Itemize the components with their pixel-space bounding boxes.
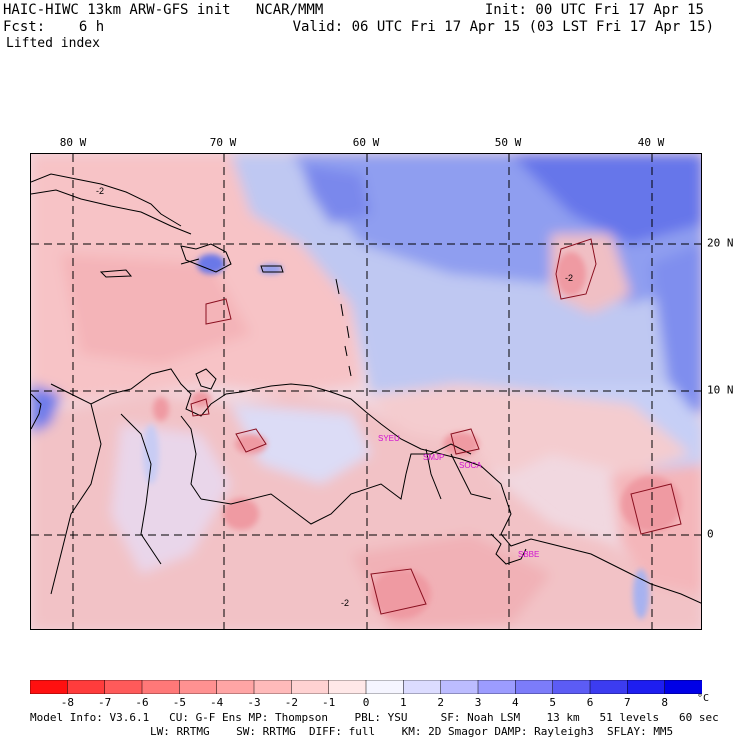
legend-level-label: 8 bbox=[661, 696, 668, 709]
legend-swatch bbox=[141, 680, 181, 694]
lon-label-40w: 40 W bbox=[637, 136, 665, 149]
panama-coast bbox=[31, 393, 42, 430]
station-label-smjp: SMJP bbox=[423, 453, 444, 462]
lifted-index-map: SYEU SMJP SOCA SBBE -2 -2 -2 bbox=[31, 154, 701, 629]
legend-swatch bbox=[253, 680, 293, 694]
legend-level-label: 4 bbox=[512, 696, 519, 709]
init-time: Init: 00 UTC Fri 17 Apr 15 bbox=[484, 2, 704, 18]
graticule bbox=[31, 154, 701, 629]
legend-level-label: -4 bbox=[210, 696, 224, 709]
legend-swatch bbox=[403, 680, 442, 694]
legend-swatch bbox=[589, 680, 629, 694]
legend-unit: °C bbox=[697, 693, 710, 704]
legend-swatch bbox=[552, 680, 591, 694]
station-label-soca: SOCA bbox=[459, 461, 482, 470]
legend-level-label: -2 bbox=[284, 696, 298, 709]
legend-level-label: -8 bbox=[60, 696, 74, 709]
field-name: Lifted index bbox=[6, 36, 100, 51]
legend-swatch bbox=[216, 680, 255, 694]
cuba-coast bbox=[31, 173, 182, 227]
legend-level-label: -7 bbox=[98, 696, 112, 709]
map-panel: SYEU SMJP SOCA SBBE -2 -2 -2 bbox=[30, 153, 702, 630]
lon-label-60w: 60 W bbox=[352, 136, 380, 149]
legend-level-label: -6 bbox=[135, 696, 149, 709]
legend-level-label: 7 bbox=[624, 696, 631, 709]
contour-label: -2 bbox=[565, 273, 573, 283]
legend-swatch bbox=[104, 680, 143, 694]
contour-labels: -2 -2 -2 bbox=[96, 186, 573, 608]
legend-swatch bbox=[67, 680, 106, 694]
legend-level-label: 5 bbox=[549, 696, 556, 709]
legend-swatch bbox=[328, 680, 367, 694]
station-label-syeu: SYEU bbox=[378, 434, 400, 443]
contour-label: -2 bbox=[341, 598, 349, 608]
model-info-line2: LW: RRTMG SW: RRTMG DIFF: full KM: 2D Sm… bbox=[150, 725, 674, 738]
lat-label-20n: 20 N bbox=[707, 236, 734, 250]
model-info-line1: Model Info: V3.6.1 CU: G-F Ens MP: Thomp… bbox=[30, 711, 719, 724]
legend-level-label: -3 bbox=[247, 696, 261, 709]
contours bbox=[190, 238, 682, 615]
legend-level-label: 2 bbox=[437, 696, 444, 709]
valid-time: Valid: 06 UTC Fri 17 Apr 15 (03 LST Fri … bbox=[292, 19, 714, 35]
lat-label-10n: 10 N bbox=[707, 383, 734, 397]
legend-swatch bbox=[515, 680, 554, 694]
legend-swatch bbox=[179, 680, 218, 694]
legend-level-label: -5 bbox=[172, 696, 186, 709]
color-legend bbox=[30, 680, 702, 694]
model-title: HAIC-HIWC 13km ARW-GFS init NCAR/MMM bbox=[3, 2, 324, 18]
hispaniola-coast bbox=[180, 243, 232, 273]
coastlines bbox=[31, 173, 701, 604]
lon-label-50w: 50 W bbox=[494, 136, 522, 149]
forecast-hour: Fcst: 6 h bbox=[3, 19, 105, 35]
legend-swatch bbox=[477, 680, 517, 694]
legend-swatch bbox=[440, 680, 479, 694]
legend-level-label: 0 bbox=[362, 696, 370, 709]
legend-level-label: 6 bbox=[586, 696, 594, 709]
legend-level-label: 1 bbox=[400, 696, 407, 709]
lat-label-0: 0 bbox=[707, 527, 714, 541]
legend-swatch bbox=[365, 680, 405, 694]
lon-label-80w: 80 W bbox=[59, 136, 87, 149]
legend-swatch bbox=[627, 680, 666, 694]
station-label-sbbe: SBBE bbox=[518, 550, 539, 559]
legend-level-label: 3 bbox=[474, 696, 482, 709]
legend-swatch bbox=[30, 680, 69, 694]
legend-swatch bbox=[291, 680, 330, 694]
legend-level-label: -1 bbox=[322, 696, 336, 709]
south-america-coast bbox=[50, 368, 701, 604]
lon-label-70w: 70 W bbox=[209, 136, 237, 149]
station-labels: SYEU SMJP SOCA SBBE bbox=[378, 434, 539, 559]
legend-swatch bbox=[664, 680, 702, 694]
contour-label: -2 bbox=[96, 186, 104, 196]
